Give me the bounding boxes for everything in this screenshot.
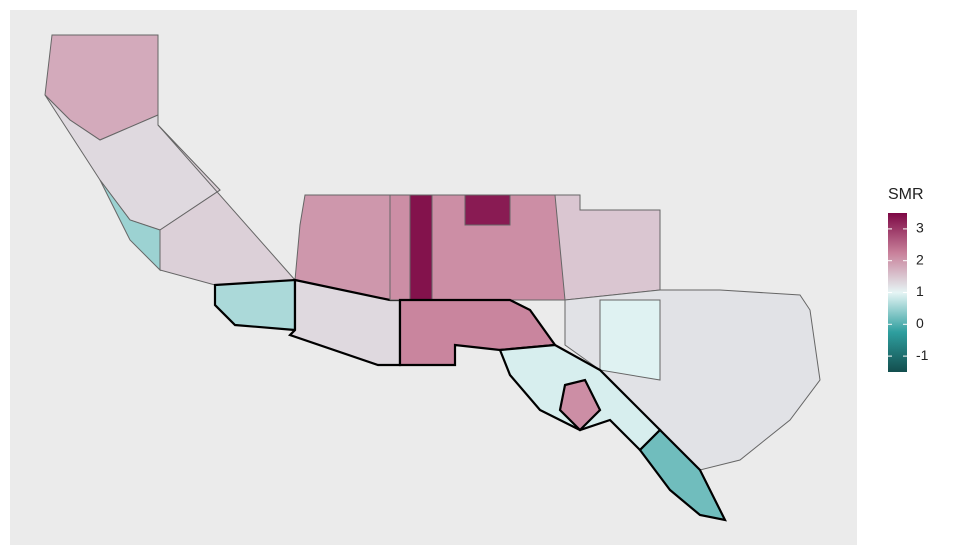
legend-tick-label: 1 <box>916 283 924 299</box>
legend-tick-label: -1 <box>916 347 929 363</box>
regions <box>44 34 821 522</box>
county-region <box>409 194 433 301</box>
county-region <box>464 194 511 226</box>
colorbar <box>888 213 907 372</box>
county-region <box>599 299 661 381</box>
county-region <box>554 194 661 301</box>
county-region <box>213 278 297 332</box>
legend-tick-label: 0 <box>916 315 924 331</box>
county-region <box>558 378 602 432</box>
legend-tick-label: 3 <box>916 220 924 236</box>
legend-tick-label: 2 <box>916 251 924 267</box>
legend-title: SMR <box>888 186 924 203</box>
county-region <box>638 428 727 522</box>
legend: 3 2 1 0 -1 <box>888 213 929 372</box>
